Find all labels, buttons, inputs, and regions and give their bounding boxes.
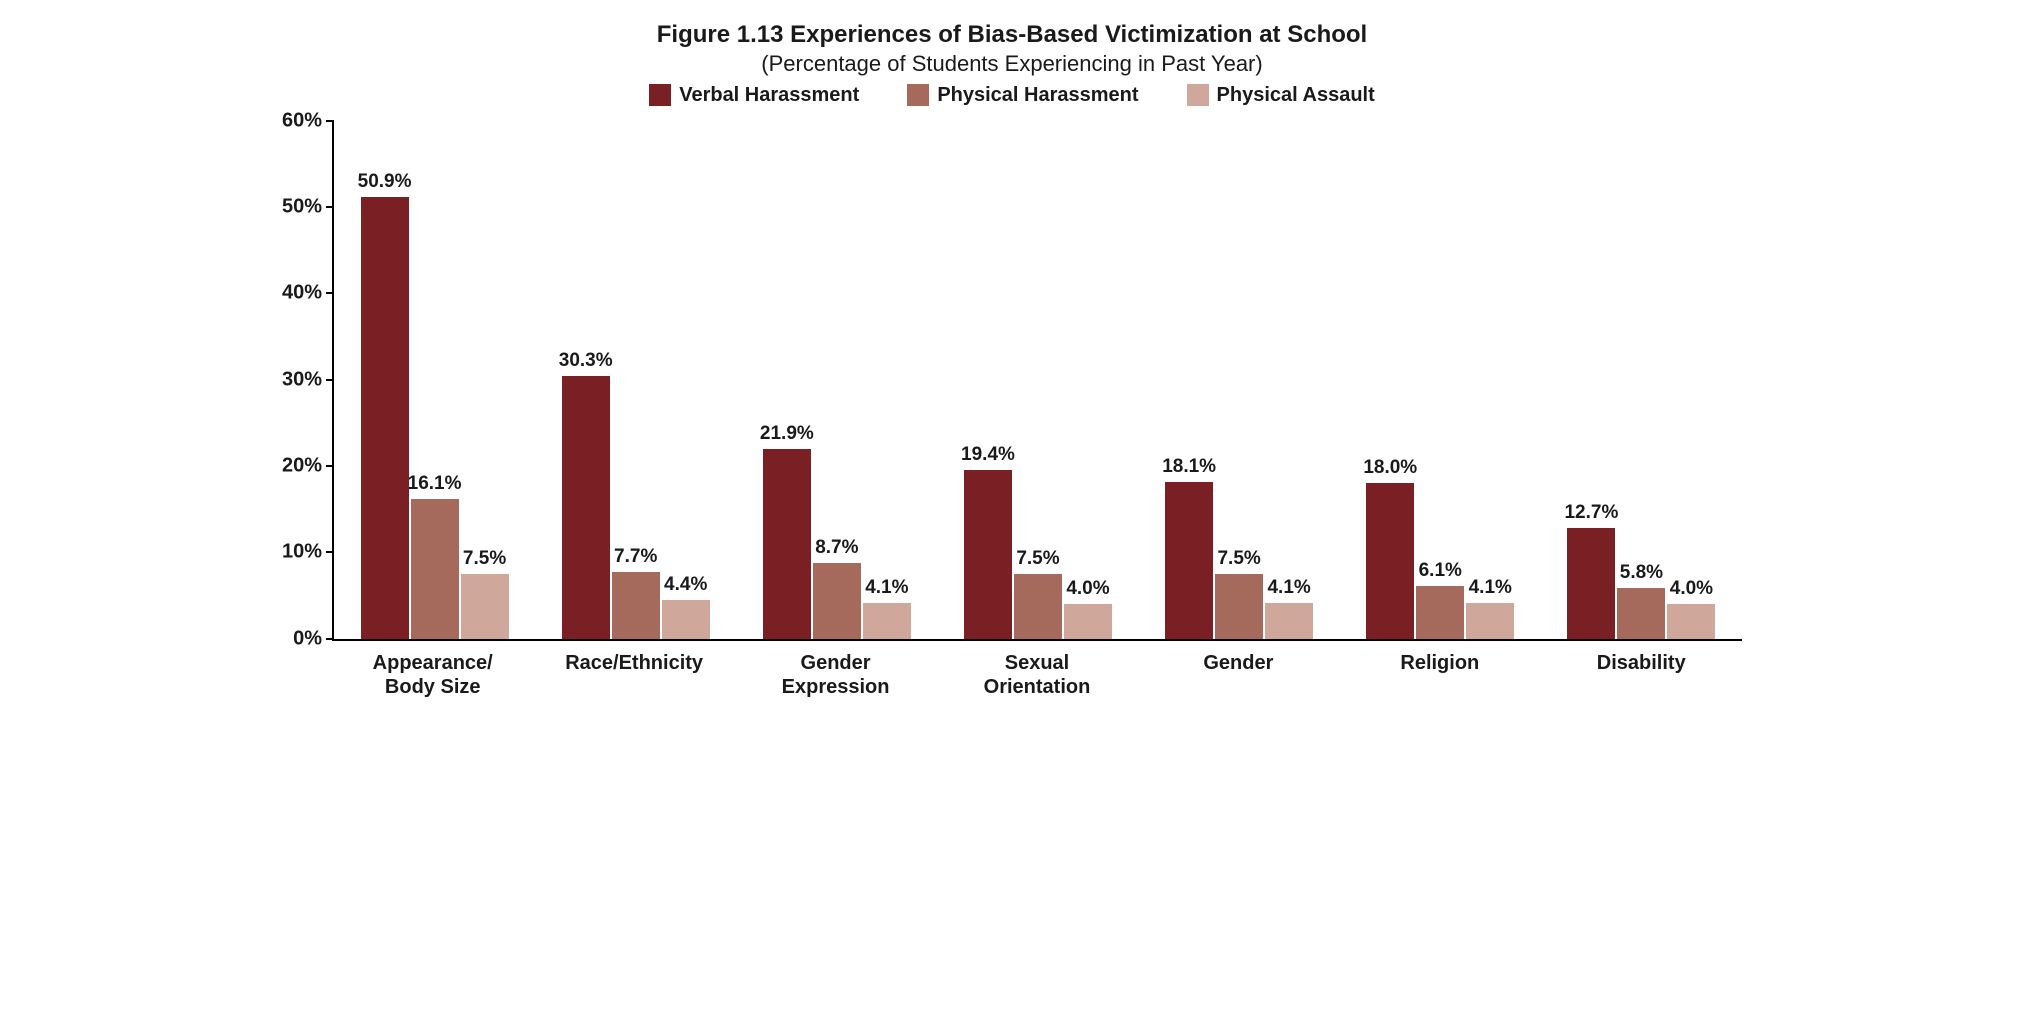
legend-swatch-physharr	[907, 84, 929, 106]
bar-assault: 4.1%	[1466, 603, 1514, 639]
bar-verbal: 30.3%	[562, 376, 610, 639]
y-tick-label: 60%	[282, 109, 334, 132]
bar-value-label: 30.3%	[559, 350, 613, 372]
legend-item-physharr: Physical Harassment	[907, 84, 1138, 107]
bar-assault: 4.1%	[863, 603, 911, 639]
y-tick-label: 30%	[282, 368, 334, 391]
bar-value-label: 4.1%	[1469, 577, 1512, 599]
bar-value-label: 7.7%	[614, 546, 657, 568]
x-axis-label: Appearance/Body Size	[332, 651, 533, 699]
legend-swatch-assault	[1187, 84, 1209, 106]
bar-value-label: 12.7%	[1564, 502, 1618, 524]
bar-assault: 4.4%	[662, 600, 710, 638]
bar-group: 50.9%16.1%7.5%	[334, 121, 535, 639]
bar-group: 30.3%7.7%4.4%	[535, 121, 736, 639]
y-tick-label: 10%	[282, 541, 334, 564]
y-tick-label: 50%	[282, 195, 334, 218]
bar-value-label: 7.5%	[1217, 548, 1260, 570]
bar-value-label: 8.7%	[815, 537, 858, 559]
title-block: Figure 1.13 Experiences of Bias-Based Vi…	[272, 20, 1752, 78]
bar-value-label: 6.1%	[1419, 560, 1462, 582]
x-axis-label: GenderExpression	[735, 651, 936, 699]
x-axis-labels: Appearance/Body SizeRace/EthnicityGender…	[332, 651, 1742, 699]
bar-value-label: 21.9%	[760, 423, 814, 445]
legend-item-verbal: Verbal Harassment	[649, 84, 859, 107]
figure-container: Figure 1.13 Experiences of Bias-Based Vi…	[272, 20, 1752, 699]
bar-group: 12.7%5.8%4.0%	[1541, 121, 1742, 639]
plot-area: 50.9%16.1%7.5%30.3%7.7%4.4%21.9%8.7%4.1%…	[332, 121, 1742, 641]
bar-value-label: 4.0%	[1066, 578, 1109, 600]
bar-assault: 4.0%	[1667, 604, 1715, 639]
bar-value-label: 16.1%	[408, 473, 462, 495]
y-tick-label: 40%	[282, 282, 334, 305]
bar-verbal: 21.9%	[763, 449, 811, 639]
bar-physharr: 7.5%	[1215, 574, 1263, 639]
bar-physharr: 7.7%	[612, 572, 660, 639]
bar-groups: 50.9%16.1%7.5%30.3%7.7%4.4%21.9%8.7%4.1%…	[334, 121, 1742, 639]
bar-verbal: 12.7%	[1567, 528, 1615, 638]
bar-physharr: 5.8%	[1617, 588, 1665, 638]
bar-value-label: 18.0%	[1363, 457, 1417, 479]
legend-label: Physical Harassment	[937, 84, 1138, 107]
x-axis-label: Race/Ethnicity	[533, 651, 734, 699]
bar-assault: 4.1%	[1265, 603, 1313, 639]
bar-verbal: 50.9%	[361, 197, 409, 638]
bar-physharr: 8.7%	[813, 563, 861, 638]
bar-group: 18.1%7.5%4.1%	[1139, 121, 1340, 639]
bar-assault: 4.0%	[1064, 604, 1112, 639]
legend-item-assault: Physical Assault	[1187, 84, 1375, 107]
x-axis-label: SexualOrientation	[936, 651, 1137, 699]
bar-physharr: 6.1%	[1416, 586, 1464, 639]
y-tick-label: 0%	[293, 627, 334, 650]
bar-value-label: 4.4%	[664, 574, 707, 596]
legend-label: Verbal Harassment	[679, 84, 859, 107]
bar-verbal: 18.0%	[1366, 483, 1414, 639]
x-axis-label: Religion	[1339, 651, 1540, 699]
bar-group: 21.9%8.7%4.1%	[736, 121, 937, 639]
y-tick-label: 20%	[282, 454, 334, 477]
bar-value-label: 5.8%	[1620, 562, 1663, 584]
bar-value-label: 19.4%	[961, 444, 1015, 466]
chart-title: Figure 1.13 Experiences of Bias-Based Vi…	[272, 20, 1752, 50]
chart-subtitle: (Percentage of Students Experiencing in …	[272, 50, 1752, 78]
bar-group: 19.4%7.5%4.0%	[937, 121, 1138, 639]
bar-value-label: 7.5%	[463, 548, 506, 570]
legend: Verbal Harassment Physical Harassment Phys…	[272, 84, 1752, 107]
bar-group: 18.0%6.1%4.1%	[1340, 121, 1541, 639]
bar-physharr: 7.5%	[1014, 574, 1062, 639]
bar-value-label: 4.1%	[865, 577, 908, 599]
bar-value-label: 50.9%	[358, 171, 412, 193]
bar-verbal: 19.4%	[964, 470, 1012, 638]
x-axis-label: Gender	[1138, 651, 1339, 699]
bar-verbal: 18.1%	[1165, 482, 1213, 639]
legend-label: Physical Assault	[1217, 84, 1375, 107]
legend-swatch-verbal	[649, 84, 671, 106]
bar-value-label: 4.0%	[1670, 578, 1713, 600]
bar-assault: 7.5%	[461, 574, 509, 639]
bar-value-label: 7.5%	[1016, 548, 1059, 570]
x-axis-label: Disability	[1541, 651, 1742, 699]
bar-value-label: 18.1%	[1162, 456, 1216, 478]
plot-wrap: 50.9%16.1%7.5%30.3%7.7%4.4%21.9%8.7%4.1%…	[332, 121, 1742, 641]
bar-physharr: 16.1%	[411, 499, 459, 639]
bar-value-label: 4.1%	[1267, 577, 1310, 599]
